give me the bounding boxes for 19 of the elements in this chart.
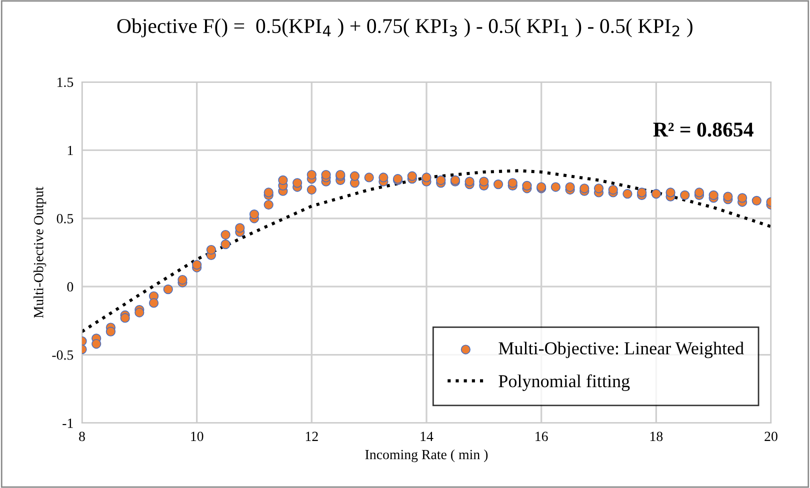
y-tick-label: 0.5 [56,214,74,224]
x-axis-title: Incoming Rate ( min ) [365,449,488,462]
x-tick-label: 16 [536,432,548,442]
legend-label: Polynomial fitting [498,374,630,392]
x-tick-label: 12 [306,432,318,441]
y-tick-label: 1 [68,146,73,156]
y-tick-label: -1 [62,418,73,428]
annotation: R² = 0.8654 [653,122,754,137]
x-tick-label: 18 [650,432,663,442]
chart-title: Objective F() = 0.5(KPI$_{4}$ ) + 0.75( KPI$_{3}$ ) - 0.5( KPI$_{1}$ ) - 0.5( KPI$_{2}$ ) [117,18,692,38]
x-tick-label: 10 [191,432,204,442]
x-tick-label: 14 [420,432,434,441]
y-tick-label: -0.5 [52,350,74,360]
y-tick-label: 0 [67,282,74,292]
y-axis-title: Multi-Objective Output [34,186,46,318]
legend-label: Multi-Objective: Linear Weighted [498,342,744,358]
y-tick-label: 1.5 [58,78,74,88]
x-tick-label: 8 [79,432,85,442]
x-tick-label: 20 [764,432,778,442]
